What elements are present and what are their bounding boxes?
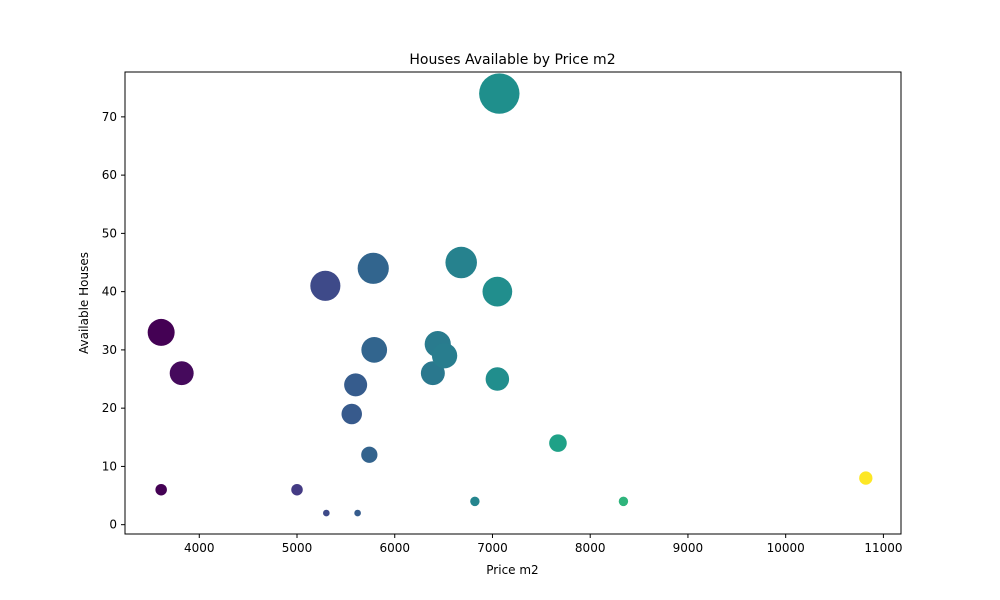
scatter-point (445, 246, 477, 279)
y-tick-label: 0 (109, 518, 117, 532)
y-tick-label: 70 (102, 110, 117, 124)
x-tick-label: 11000 (864, 541, 902, 555)
scatter-point (485, 367, 510, 391)
scatter-point (323, 509, 330, 517)
scatter-point (344, 373, 368, 397)
y-tick-label: 50 (102, 226, 117, 240)
x-tick-label: 7000 (477, 541, 508, 555)
scatter-point (479, 73, 520, 114)
scatter-point (361, 446, 378, 463)
scatter-point (147, 318, 175, 346)
x-axis-label: Price m2 (486, 563, 538, 577)
scatter-point (361, 337, 388, 363)
scatter-point (482, 276, 513, 307)
x-tick-label: 8000 (575, 541, 606, 555)
scatter-point (169, 361, 194, 386)
y-tick-label: 10 (102, 459, 117, 473)
scatter-point (357, 252, 389, 284)
ticks-layer: 4000 5000 6000 7000 8000 9000 10000 11000 0 10 20 3… (102, 110, 903, 555)
y-tick-label: 40 (102, 285, 117, 299)
y-tick-label: 60 (102, 168, 117, 182)
plot-frame (124, 71, 902, 535)
x-tick-label: 9000 (673, 541, 704, 555)
scatter-point (354, 509, 361, 517)
scatter-point (341, 403, 362, 425)
points-layer (147, 73, 873, 517)
scatter-point (291, 483, 303, 496)
scatter-point (618, 496, 629, 507)
scatter-point (420, 361, 445, 386)
scatter-point (155, 483, 167, 496)
y-tick-label: 20 (102, 401, 117, 415)
scatter-point (310, 270, 341, 301)
chart-title: Houses Available by Price m2 (409, 52, 615, 68)
x-tick-label: 5000 (282, 541, 313, 555)
y-axis-label: Available Houses (77, 252, 91, 354)
scatter-point (549, 434, 567, 452)
x-tick-label: 10000 (767, 541, 805, 555)
scatter-point (859, 471, 873, 485)
x-tick-label: 4000 (184, 541, 215, 555)
scatter-point (470, 496, 480, 507)
scatter-point (431, 343, 458, 369)
y-tick-label: 30 (102, 343, 117, 357)
x-tick-label: 6000 (379, 541, 410, 555)
